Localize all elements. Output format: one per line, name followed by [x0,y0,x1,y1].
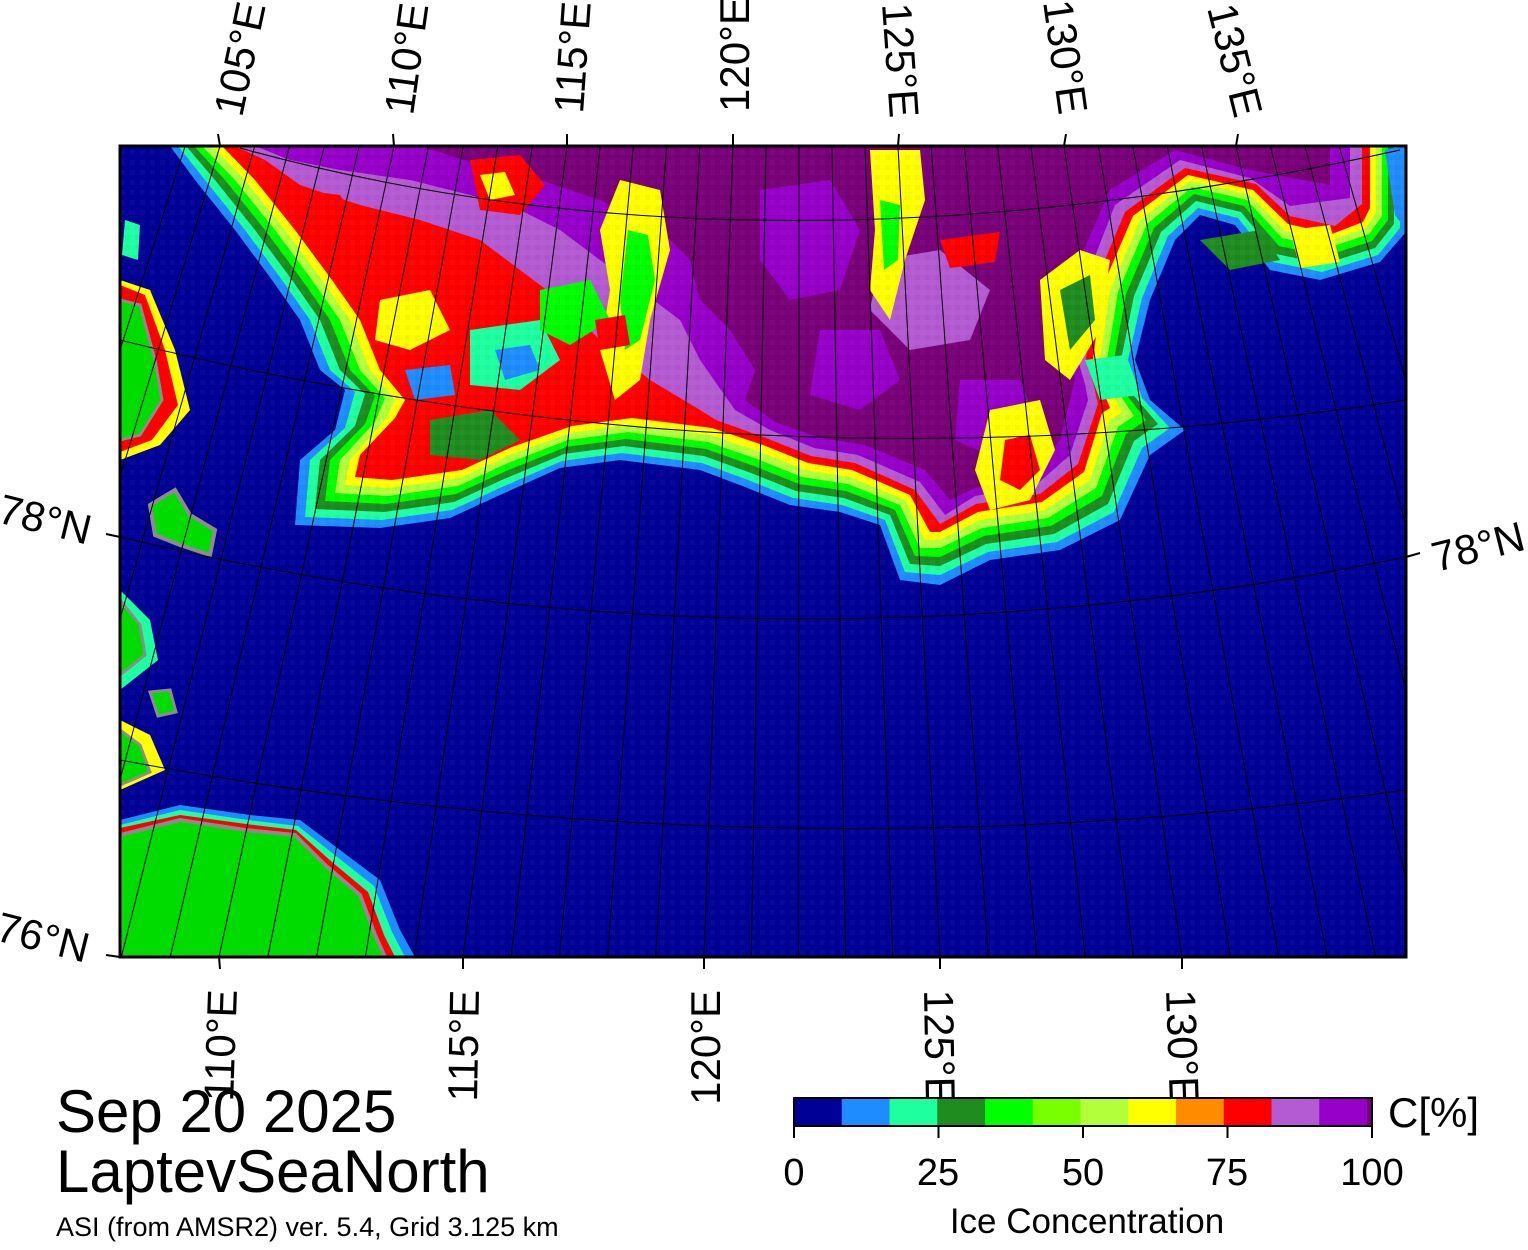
colorbar-tick-75: 75 [1205,1152,1249,1194]
colorbar-tick-50: 50 [1061,1152,1105,1194]
meridian-line [831,146,847,957]
island-west-land [120,298,164,442]
meridian-line [1132,146,1280,957]
meridian-line [1304,146,1406,528]
colorbar-tick-25: 25 [916,1152,960,1194]
map-date: Sep 20 2025 [56,1078,397,1145]
colorbar-segment [1176,1098,1225,1126]
colorbar-axis-label: Ice Concentration [949,1202,1225,1241]
meridian-line [316,146,464,957]
top-lon-label-125: 125°E [873,1,928,119]
meridian-line [655,146,701,957]
meridian-line [120,146,186,352]
graticule [120,146,1406,957]
parallel-77N [120,759,1406,830]
island-small-4 [120,728,152,787]
colorbar-segment-max [1367,1098,1372,1126]
meridian-line [1269,146,1406,693]
meridian-line [462,146,568,957]
meridian-line [169,146,360,957]
meridian-line [1201,146,1377,957]
colorbar-ticks [793,1126,1373,1138]
colorbar-tick-0: 0 [783,1152,805,1194]
meridian-line [1338,146,1406,384]
frame-ticks [105,133,1421,970]
meridian-line [703,146,734,957]
island-small-2 [120,597,147,677]
colorbar [793,1097,1373,1138]
colorbar-segments [794,1098,1372,1126]
bottom-lon-label-120: 120°E [682,990,729,1105]
meridian-line [1030,146,1135,957]
meridian-line [963,146,1038,957]
colorbar-segment [1128,1098,1177,1126]
colorbar-segment [1032,1098,1082,1126]
colorbar-segment [1271,1098,1320,1126]
top-lon-label-110: 110°E [375,0,437,117]
bottom-lon-label-130: 130°E [1157,989,1208,1105]
product-description: ASI (from AMSR2) ver. 5.4, Grid 3.125 km [56,1212,559,1242]
left-lat-label-78: 78°N [0,485,96,553]
meridian-line [750,146,767,957]
colorbar-segment [1319,1098,1368,1126]
right-lat-label-78: 78°N [1427,512,1528,580]
bottom-lon-label-125: 125°E [915,989,964,1105]
top-lon-label-105: 105°E [205,0,275,120]
meridian-line [930,146,989,957]
top-lon-label-115: 115°E [545,0,600,115]
colorbar-segment [794,1098,843,1126]
meridian-line [267,146,430,957]
meridian-line [510,146,601,957]
meridian-line [218,146,395,957]
meridian-line [364,146,499,957]
colorbar-tick-100: 100 [1340,1152,1404,1194]
meridian-line [997,146,1086,957]
meridian-line [797,146,800,957]
meridian-line [558,146,634,957]
colorbar-segment [985,1098,1034,1126]
meridian-line [1235,146,1406,882]
land-masses [120,280,415,957]
top-lon-label-130: 130°E [1034,0,1097,117]
colorbar-segment [889,1098,938,1126]
region-name: LaptevSeaNorth [56,1138,490,1205]
meridian-line [607,146,668,957]
left-lat-label-76: 76°N [0,903,94,971]
colorbar-segment [1223,1098,1273,1126]
meridian-line [120,146,221,479]
colorbar-segment [1080,1098,1129,1126]
meridians [120,146,1406,957]
island-small-1 [147,487,218,558]
meridian-line [1063,146,1183,957]
mainland-land [120,817,388,957]
colorbar-segment [841,1098,891,1126]
top-lon-label-120: 120°E [711,0,758,112]
meridian-line [897,146,941,957]
top-lon-label-135: 135°E [1198,0,1271,122]
meridian-line [120,146,256,622]
parallel-78-5N [120,339,1406,439]
meridian-line [1166,146,1328,957]
island-small-3 [147,688,178,718]
parallel-79N [239,147,1401,221]
map-frame [118,144,1408,959]
colorbar-segment [937,1098,986,1126]
colorbar-unit-label: C[%] [1388,1089,1480,1136]
pixel-texture [120,146,1406,957]
meridian-line [120,146,291,782]
meridian-line [1097,146,1231,957]
parallel-78N [120,536,1406,620]
meridian-line [120,146,325,957]
bottom-lon-label-110: 110°E [195,989,246,1102]
meridian-line [864,146,894,957]
meridian-line [413,146,533,957]
bottom-lon-label-115: 115°E [439,989,488,1102]
